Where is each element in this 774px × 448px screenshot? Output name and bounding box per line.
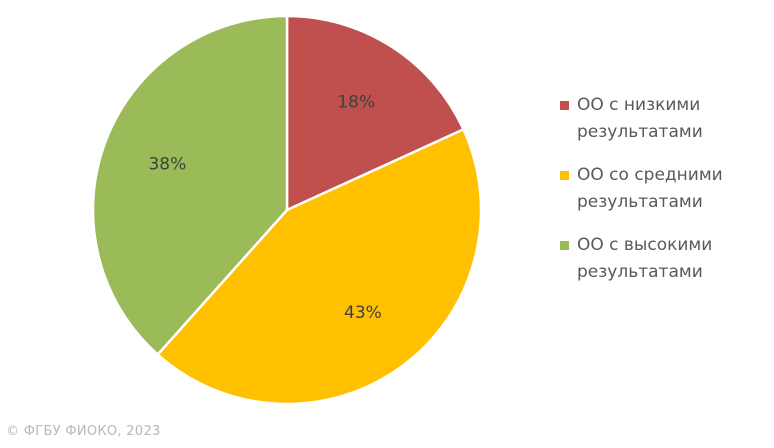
legend-item-high: ОО с высокими результатами xyxy=(560,232,770,286)
legend-label-low: ОО с низкими результатами xyxy=(577,95,703,142)
legend-swatch-medium xyxy=(560,171,569,180)
pie-label-high: 38% xyxy=(148,154,186,174)
pie-slice-low xyxy=(285,14,466,212)
pie-label-medium: 43% xyxy=(344,303,382,323)
pie-label-low: 18% xyxy=(337,92,375,112)
legend-item-low: ОО с низкими результатами xyxy=(560,92,770,146)
pie-chart: 18% 43% 38% xyxy=(91,14,483,406)
pie-slice-high xyxy=(91,14,289,357)
legend-item-medium: ОО со средними результатами xyxy=(560,162,770,216)
legend-label-high: ОО с высокими результатами xyxy=(577,235,713,282)
chart-legend: ОО с низкими результатами ОО со средними… xyxy=(560,92,770,302)
legend-swatch-low xyxy=(560,101,569,110)
pie-slice-medium xyxy=(155,127,483,406)
copyright-text: © ФГБУ ФИОКО, 2023 xyxy=(6,424,161,439)
legend-swatch-high xyxy=(560,241,569,250)
legend-label-medium: ОО со средними результатами xyxy=(577,165,723,212)
